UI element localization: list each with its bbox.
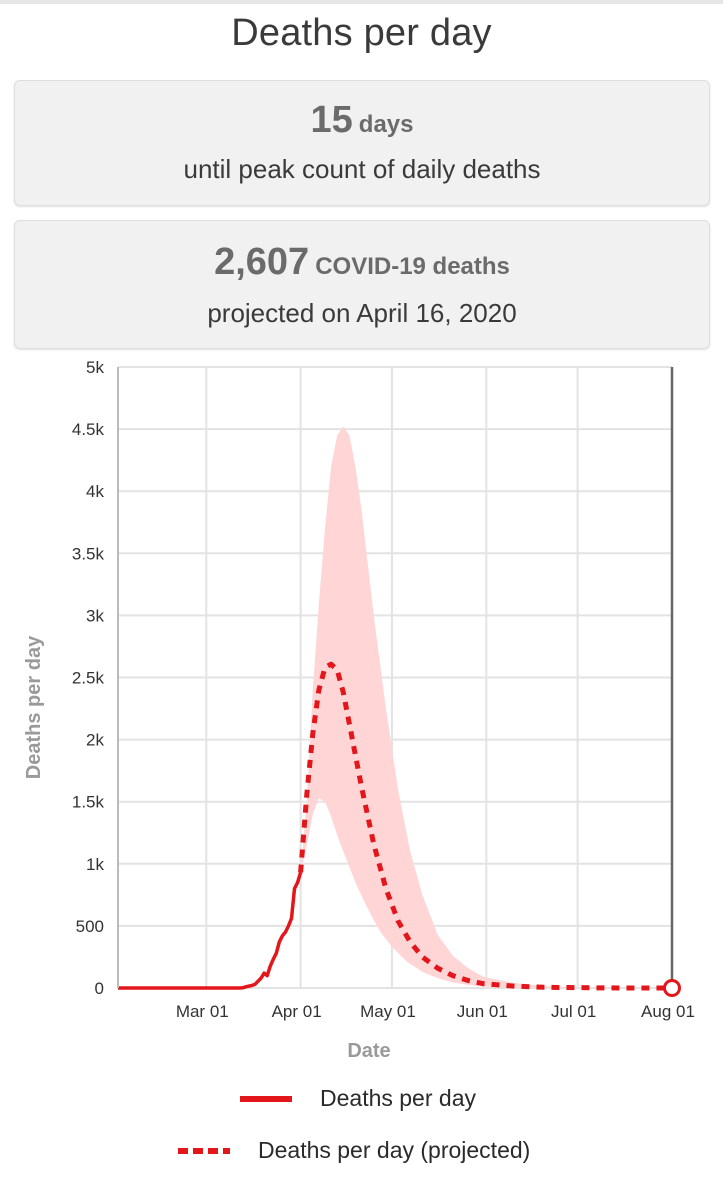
peak-countdown-card: 15 days until peak count of daily deaths — [14, 80, 710, 206]
peak-stat: 15 days — [15, 99, 709, 142]
x-tick-label: Mar 01 — [176, 1002, 229, 1021]
axis-layer: 0 500 1k 1.5k 2k 2.5k 3k 3.5k 4k 4.5k 5k Mar 01 Apr … — [23, 358, 695, 1062]
marker-layer[interactable] — [663, 979, 681, 997]
y-tick-label: 5k — [86, 358, 104, 377]
y-tick-label: 1k — [86, 855, 104, 874]
x-tick-label: May 01 — [360, 1002, 416, 1021]
peak-days-unit: days — [358, 111, 414, 138]
solid-line-swatch — [240, 1095, 292, 1102]
y-tick-label: 0 — [95, 979, 104, 998]
x-axis-title: Date — [347, 1040, 390, 1062]
peak-days-number: 15 — [310, 99, 353, 141]
y-tick-label: 3.5k — [72, 544, 105, 563]
top-divider — [0, 0, 723, 4]
x-tick-label: Apr 01 — [272, 1002, 322, 1021]
y-tick-label: 2.5k — [72, 669, 105, 688]
projection-description: projected on April 16, 2020 — [207, 298, 517, 328]
projection-stat: 2,607 COVID-19 deaths — [15, 241, 709, 284]
y-tick-label: 500 — [76, 917, 104, 936]
projection-range-band — [300, 426, 672, 989]
legend-label-actual: Deaths per day — [320, 1085, 476, 1111]
x-tick-label: Jun 01 — [457, 1002, 508, 1021]
page-title: Deaths per day — [231, 12, 492, 54]
actual-deaths-line — [118, 871, 303, 990]
today-marker[interactable] — [663, 979, 681, 997]
projected-deaths-card: 2,607 COVID-19 deaths projected on April … — [14, 220, 710, 349]
x-tick-label: Jul 01 — [551, 1002, 596, 1021]
x-tick-label: Aug 01 — [641, 1002, 695, 1021]
band-layer — [300, 426, 672, 989]
y-tick-label: 2k — [86, 731, 104, 750]
legend-item-projected[interactable]: Deaths per day (projected) — [178, 1137, 530, 1164]
series-layer — [118, 661, 672, 991]
projected-deaths-line — [298, 661, 672, 991]
y-axis-title: Deaths per day — [23, 635, 45, 779]
projected-deaths-unit: COVID-19 deaths — [315, 253, 510, 280]
y-tick-label: 4k — [86, 482, 104, 501]
peak-description: until peak count of daily deaths — [183, 154, 541, 184]
legend-item-actual[interactable]: Deaths per day — [240, 1085, 476, 1112]
y-tick-label: 1.5k — [72, 793, 105, 812]
y-tick-label: 3k — [86, 606, 104, 625]
legend-label-projected: Deaths per day (projected) — [258, 1137, 531, 1163]
deaths-chart: 0 500 1k 1.5k 2k 2.5k 3k 3.5k 4k 4.5k 5k Mar 01 Apr … — [23, 358, 695, 1062]
dashed-line-swatch — [178, 1147, 230, 1154]
projected-deaths-number: 2,607 — [214, 241, 310, 283]
y-tick-label: 4.5k — [72, 420, 105, 439]
